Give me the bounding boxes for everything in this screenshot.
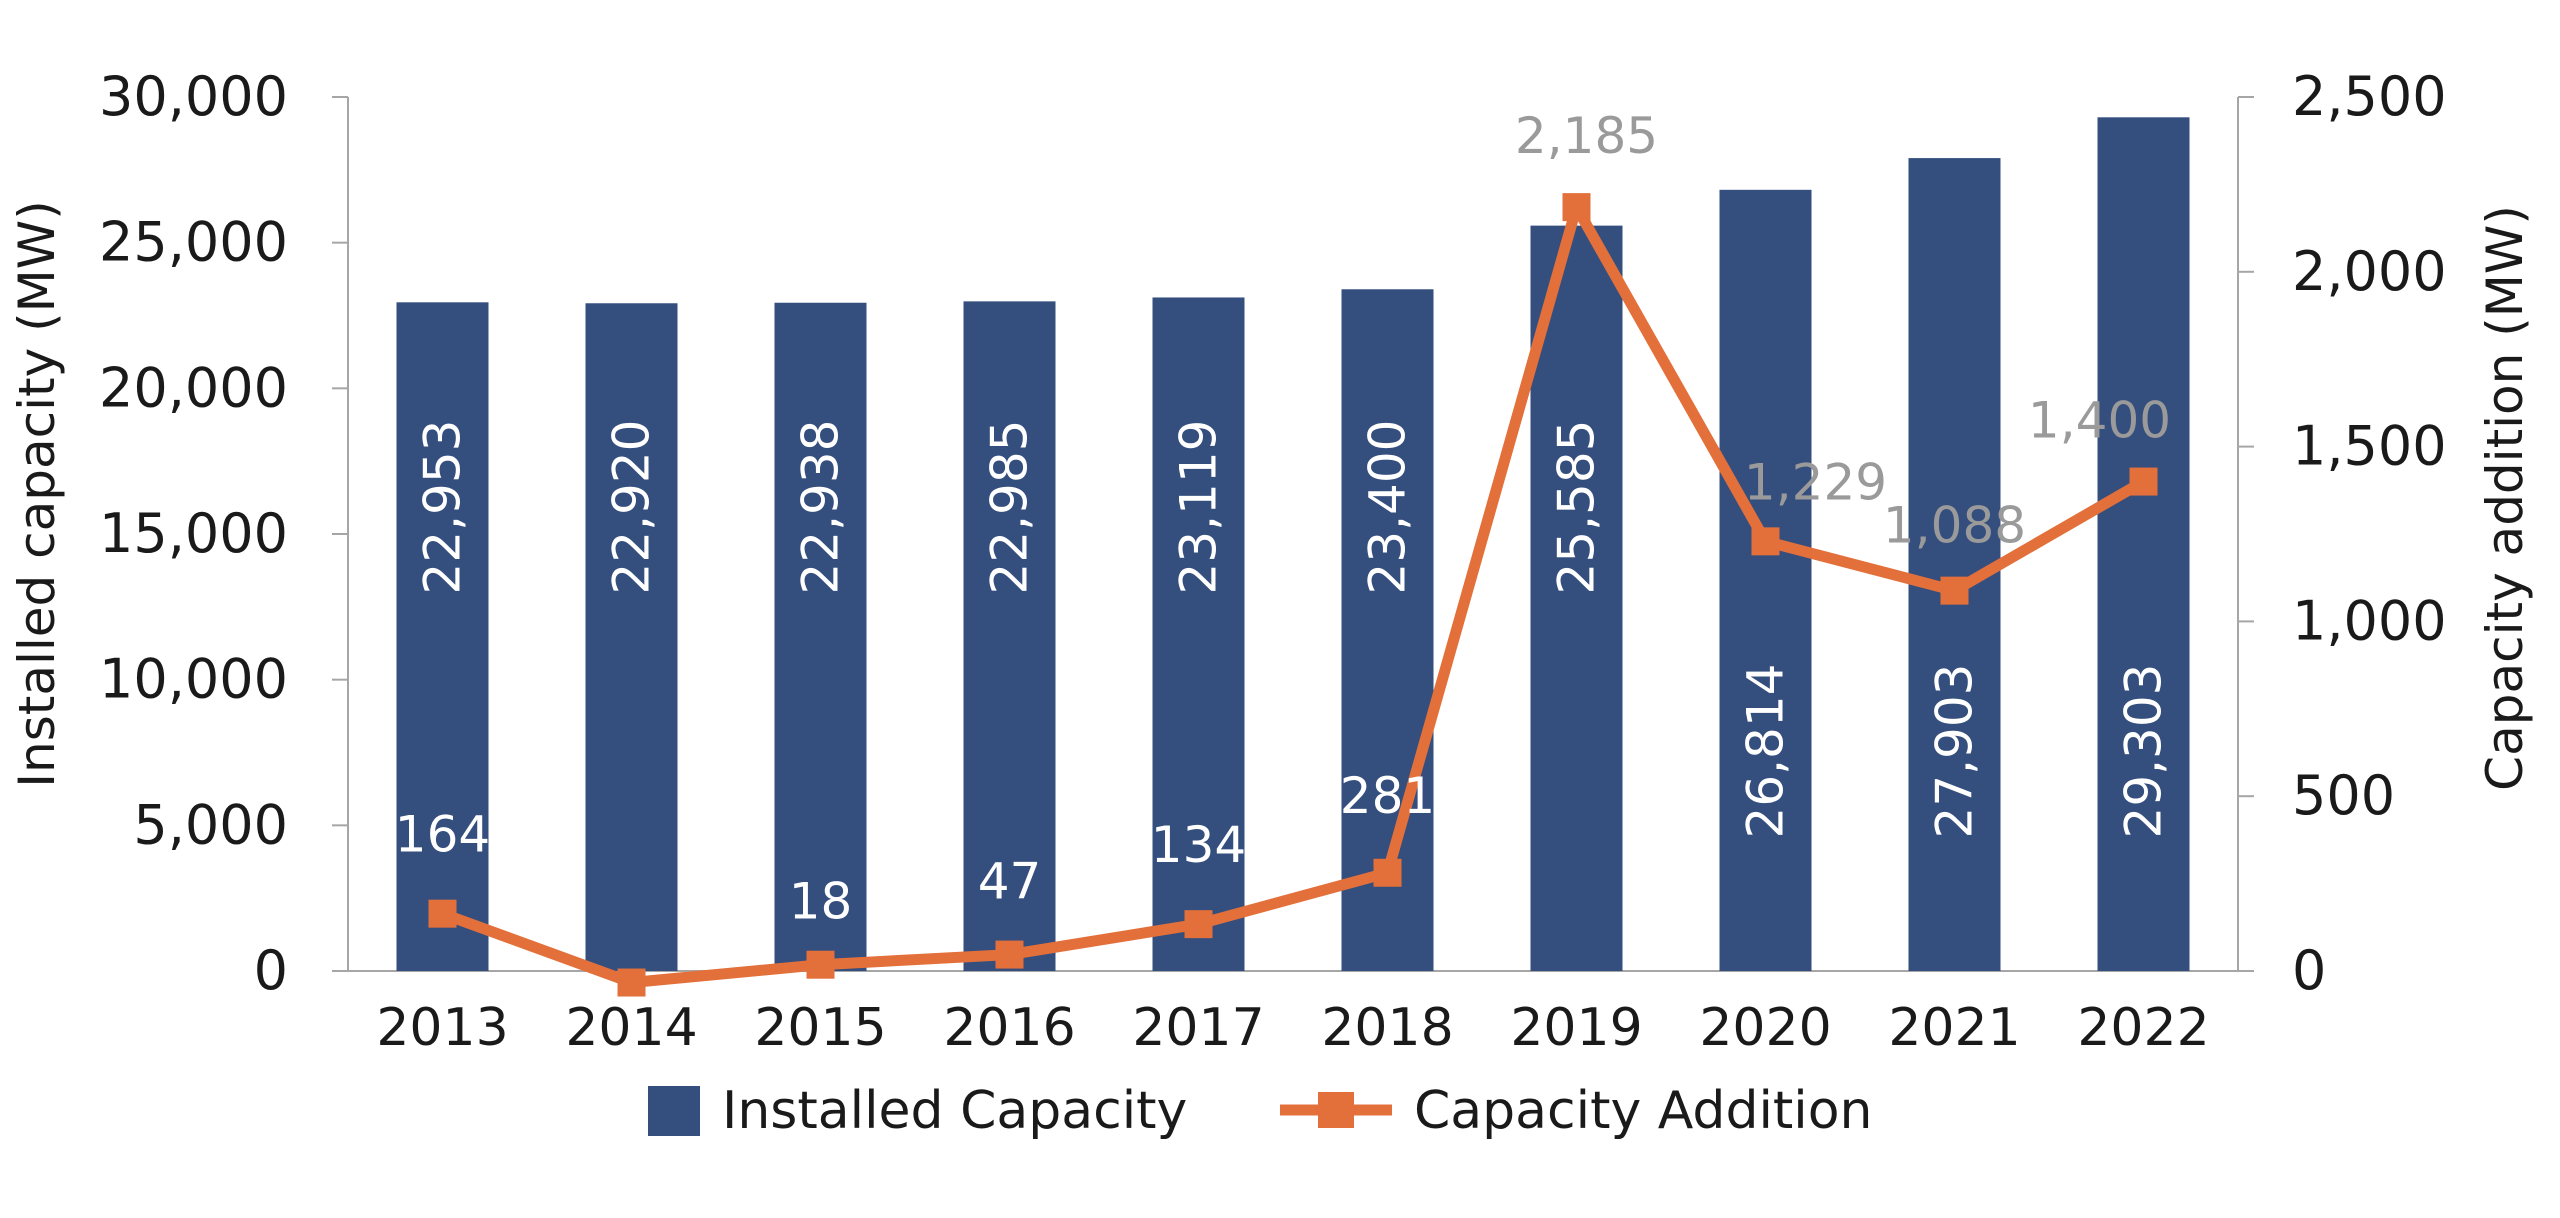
bar bbox=[774, 302, 867, 971]
right-axis-title: Capacity addition (MW) bbox=[2476, 205, 2534, 791]
x-tick-label: 2022 bbox=[2077, 998, 2209, 1058]
line-marker bbox=[995, 940, 1024, 969]
line-value-label: 134 bbox=[1151, 816, 1246, 874]
bar-value-label: 29,303 bbox=[2115, 664, 2173, 839]
right-tick-label: 0 bbox=[2292, 939, 2326, 1002]
bar-data-labels: 22,953 22,920 22,938 22,985 23,119 23,400 25,5… bbox=[414, 420, 2173, 839]
line-marker bbox=[428, 899, 457, 928]
x-tick-label: 2015 bbox=[754, 998, 886, 1058]
left-tick-label: 5,000 bbox=[133, 793, 288, 856]
legend-swatch-installed bbox=[648, 1086, 700, 1136]
bar bbox=[585, 303, 678, 971]
bar-value-label: 22,953 bbox=[414, 420, 472, 595]
bar bbox=[1530, 225, 1623, 972]
axis-titles: Installed capacity (MW) Capacity addition… bbox=[8, 200, 2534, 791]
right-tick-label: 1,500 bbox=[2292, 415, 2447, 478]
bar-value-label: 27,903 bbox=[1926, 664, 1984, 839]
line-value-label: 1,229 bbox=[1744, 453, 1887, 511]
tick-labels: 0 5,000 10,000 15,000 20,000 25,000 30,000 0 500… bbox=[99, 65, 2447, 1058]
bar bbox=[1908, 158, 2001, 972]
left-axis-title: Installed capacity (MW) bbox=[8, 200, 66, 787]
right-tick-label: 2,000 bbox=[2292, 240, 2447, 303]
capacity-addition-line bbox=[440, 192, 2147, 989]
left-tick-label: 15,000 bbox=[99, 502, 288, 565]
line-marker bbox=[806, 950, 835, 979]
bar-value-label: 23,119 bbox=[1170, 420, 1228, 595]
left-tick-label: 10,000 bbox=[99, 648, 288, 711]
right-tick-label: 1,000 bbox=[2292, 589, 2447, 652]
left-tick-label: 20,000 bbox=[99, 356, 288, 419]
bar-value-label: 22,920 bbox=[603, 420, 661, 595]
bar bbox=[396, 302, 489, 971]
bar-value-label: 22,985 bbox=[981, 420, 1039, 595]
bar bbox=[2097, 117, 2190, 972]
bar-series bbox=[396, 117, 2190, 972]
bar-value-label: 25,585 bbox=[1548, 420, 1606, 595]
right-tick-label: 2,500 bbox=[2292, 65, 2447, 128]
x-tick-label: 2018 bbox=[1321, 998, 1453, 1058]
line-value-label: 1,088 bbox=[1883, 497, 2026, 555]
legend: Installed Capacity Capacity Addition bbox=[648, 1081, 1873, 1141]
line-marker bbox=[1373, 858, 1402, 887]
line-value-label: 281 bbox=[1340, 767, 1435, 825]
bar bbox=[1719, 189, 1812, 972]
line-value-label: 18 bbox=[789, 873, 853, 931]
line-marker bbox=[1940, 576, 1969, 605]
x-tick-label: 2020 bbox=[1699, 998, 1831, 1058]
line-series bbox=[428, 192, 2158, 997]
line-value-label: 164 bbox=[395, 806, 490, 864]
left-tick-label: 25,000 bbox=[99, 211, 288, 274]
line-marker bbox=[1751, 527, 1780, 556]
line-value-label: 47 bbox=[978, 853, 1042, 911]
x-tick-label: 2019 bbox=[1510, 998, 1642, 1058]
line-marker bbox=[1184, 910, 1213, 939]
legend-label-installed: Installed Capacity bbox=[722, 1081, 1187, 1141]
bar-value-label: 22,938 bbox=[792, 420, 850, 595]
bar-value-label: 23,400 bbox=[1359, 420, 1417, 595]
line-value-label: 2,185 bbox=[1515, 107, 1658, 165]
x-tick-label: 2021 bbox=[1888, 998, 2020, 1058]
left-tick-label: 0 bbox=[254, 939, 288, 1002]
x-tick-label: 2016 bbox=[943, 998, 1075, 1058]
line-marker bbox=[2129, 467, 2158, 496]
bar-value-label: 26,814 bbox=[1737, 664, 1795, 839]
legend-label-addition: Capacity Addition bbox=[1414, 1081, 1873, 1141]
right-tick-label: 500 bbox=[2292, 764, 2395, 827]
left-tick-label: 30,000 bbox=[99, 65, 288, 128]
line-value-label: 1,400 bbox=[2028, 392, 2171, 450]
line-marker bbox=[1562, 193, 1591, 222]
bar bbox=[963, 301, 1056, 971]
x-tick-label: 2013 bbox=[376, 998, 508, 1058]
x-tick-label: 2014 bbox=[565, 998, 697, 1058]
bar bbox=[1152, 297, 1245, 972]
x-tick-label: 2017 bbox=[1132, 998, 1264, 1058]
legend-marker-addition bbox=[1318, 1092, 1354, 1128]
line-marker bbox=[617, 968, 646, 997]
